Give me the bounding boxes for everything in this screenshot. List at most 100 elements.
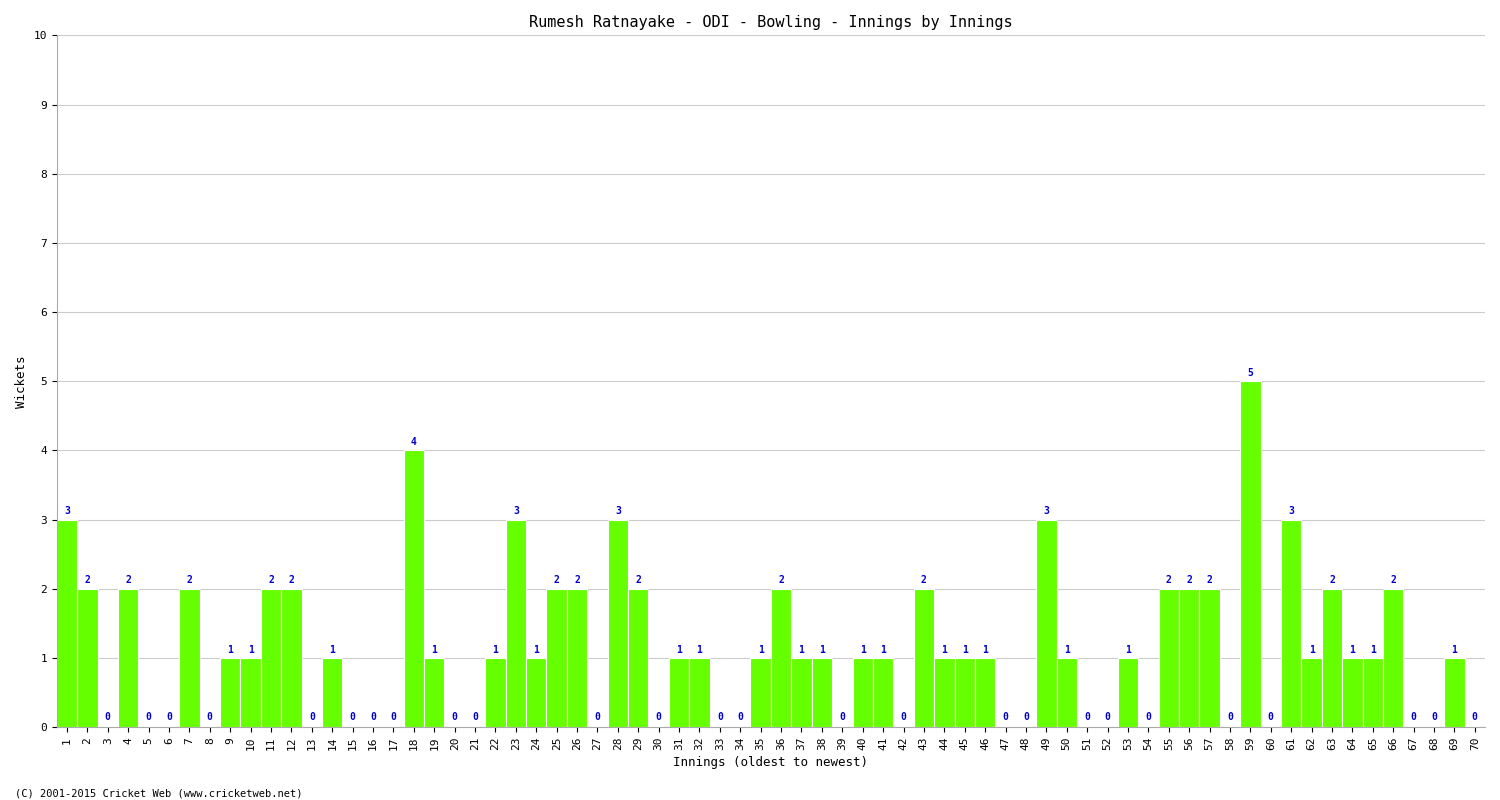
Text: 1: 1 — [330, 645, 334, 654]
Text: 0: 0 — [207, 712, 213, 722]
Bar — [526, 658, 546, 727]
Bar — [934, 658, 954, 727]
Text: 1: 1 — [942, 645, 948, 654]
Bar — [1342, 658, 1362, 727]
Bar — [1118, 658, 1138, 727]
Bar — [608, 520, 628, 727]
Text: 1: 1 — [859, 645, 865, 654]
Text: 2: 2 — [1390, 575, 1396, 586]
Text: 0: 0 — [1268, 712, 1274, 722]
Bar — [118, 589, 138, 727]
Text: 0: 0 — [472, 712, 478, 722]
Text: 0: 0 — [1084, 712, 1090, 722]
Text: 2: 2 — [1166, 575, 1172, 586]
Text: 1: 1 — [228, 645, 232, 654]
Text: 3: 3 — [64, 506, 70, 516]
Bar — [1036, 520, 1056, 727]
Text: 3: 3 — [1044, 506, 1050, 516]
Text: 1: 1 — [1350, 645, 1356, 654]
Bar — [322, 658, 342, 727]
Text: 1: 1 — [1452, 645, 1458, 654]
Text: 0: 0 — [1472, 712, 1478, 722]
Text: 1: 1 — [1370, 645, 1376, 654]
Bar — [914, 589, 934, 727]
Bar — [261, 589, 280, 727]
Bar — [1200, 589, 1219, 727]
Bar — [1444, 658, 1464, 727]
Text: 0: 0 — [1227, 712, 1233, 722]
Bar — [771, 589, 792, 727]
Y-axis label: Wickets: Wickets — [15, 355, 28, 407]
X-axis label: Innings (oldest to newest): Innings (oldest to newest) — [674, 756, 868, 769]
Bar — [1240, 382, 1260, 727]
Text: 2: 2 — [288, 575, 294, 586]
Text: 2: 2 — [636, 575, 640, 586]
Text: 2: 2 — [921, 575, 927, 586]
Text: 1: 1 — [248, 645, 254, 654]
Text: 1: 1 — [1064, 645, 1070, 654]
Bar — [792, 658, 812, 727]
Bar — [1383, 589, 1404, 727]
Bar — [852, 658, 873, 727]
Text: 1: 1 — [676, 645, 682, 654]
Bar — [1056, 658, 1077, 727]
Bar — [178, 589, 200, 727]
Text: 4: 4 — [411, 437, 417, 447]
Text: 1: 1 — [1125, 645, 1131, 654]
Bar — [424, 658, 444, 727]
Title: Rumesh Ratnayake - ODI - Bowling - Innings by Innings: Rumesh Ratnayake - ODI - Bowling - Innin… — [530, 15, 1013, 30]
Bar — [1322, 589, 1342, 727]
Text: 1: 1 — [758, 645, 764, 654]
Bar — [506, 520, 526, 727]
Text: 0: 0 — [594, 712, 600, 722]
Bar — [750, 658, 771, 727]
Text: 0: 0 — [1410, 712, 1416, 722]
Text: 2: 2 — [1206, 575, 1212, 586]
Text: 3: 3 — [1288, 506, 1294, 516]
Bar — [76, 589, 98, 727]
Text: 1: 1 — [1308, 645, 1314, 654]
Text: 2: 2 — [574, 575, 580, 586]
Text: 2: 2 — [1186, 575, 1192, 586]
Text: 0: 0 — [840, 712, 844, 722]
Text: 2: 2 — [778, 575, 784, 586]
Text: 2: 2 — [554, 575, 560, 586]
Bar — [280, 589, 302, 727]
Text: 1: 1 — [880, 645, 886, 654]
Bar — [1179, 589, 1200, 727]
Text: 1: 1 — [696, 645, 702, 654]
Bar — [240, 658, 261, 727]
Bar — [1362, 658, 1383, 727]
Text: 1: 1 — [819, 645, 825, 654]
Bar — [404, 450, 424, 727]
Text: 1: 1 — [982, 645, 988, 654]
Text: 0: 0 — [1002, 712, 1008, 722]
Bar — [220, 658, 240, 727]
Text: 1: 1 — [962, 645, 968, 654]
Text: 0: 0 — [370, 712, 376, 722]
Text: 0: 0 — [166, 712, 172, 722]
Bar — [954, 658, 975, 727]
Text: 0: 0 — [1104, 712, 1110, 722]
Bar — [669, 658, 690, 727]
Text: 1: 1 — [798, 645, 804, 654]
Text: 0: 0 — [656, 712, 662, 722]
Text: 2: 2 — [1329, 575, 1335, 586]
Text: 3: 3 — [513, 506, 519, 516]
Text: 0: 0 — [1146, 712, 1152, 722]
Text: 2: 2 — [268, 575, 274, 586]
Text: 0: 0 — [452, 712, 458, 722]
Text: 5: 5 — [1248, 368, 1254, 378]
Text: 0: 0 — [105, 712, 111, 722]
Bar — [628, 589, 648, 727]
Bar — [57, 520, 76, 727]
Text: 0: 0 — [309, 712, 315, 722]
Text: 0: 0 — [900, 712, 906, 722]
Text: (C) 2001-2015 Cricket Web (www.cricketweb.net): (C) 2001-2015 Cricket Web (www.cricketwe… — [15, 788, 303, 798]
Text: 0: 0 — [146, 712, 152, 722]
Text: 0: 0 — [738, 712, 742, 722]
Text: 1: 1 — [534, 645, 538, 654]
Bar — [484, 658, 506, 727]
Bar — [567, 589, 588, 727]
Text: 3: 3 — [615, 506, 621, 516]
